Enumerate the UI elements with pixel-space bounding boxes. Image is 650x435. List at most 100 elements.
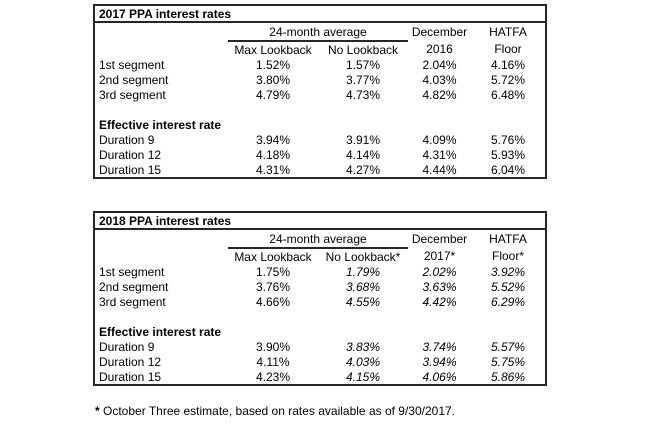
subheader-december-year: 2016 <box>426 42 453 56</box>
row-label: 1st segment <box>99 57 165 72</box>
footnote: * October Three estimate, based on rates… <box>95 404 455 418</box>
rate-value: 4.42% <box>422 294 457 309</box>
rate-value: 5.57% <box>490 339 526 354</box>
rate-value: 3.63% <box>422 279 457 294</box>
rate-value: 1.52% <box>255 57 291 72</box>
rate-value: 4.16% <box>490 57 526 72</box>
rate-value: 4.44% <box>422 162 457 177</box>
column-header-hatfa: HATFA <box>489 232 527 246</box>
rate-value: 4.31% <box>422 147 457 162</box>
rate-value: 1.57% <box>345 57 381 72</box>
rate-value: 4.31% <box>255 162 291 177</box>
rate-value: 6.29% <box>490 294 526 309</box>
rate-value: 3.74% <box>422 339 457 354</box>
column-header-december: December <box>411 25 468 39</box>
rate-value: 4.73% <box>345 87 381 102</box>
rate-value: 4.18% <box>255 147 291 162</box>
footnote-marker: * <box>95 404 100 418</box>
table-row: 2nd segment 3.76% 3.68% 3.63% 5.52% <box>94 279 546 294</box>
table-row: Duration 15 4.31% 4.27% 4.44% 6.04% <box>94 162 546 178</box>
rate-value: 2.04% <box>422 57 457 72</box>
column-header-hatfa: HATFA <box>489 25 527 39</box>
row-label: 3rd segment <box>99 87 166 102</box>
table-row: 1st segment 1.52% 1.57% 2.04% 4.16% <box>94 57 546 72</box>
rate-value: 4.03% <box>422 72 457 87</box>
rate-value: 6.48% <box>490 87 526 102</box>
empty-cell <box>94 102 546 117</box>
table-row: Duration 9 3.94% 3.91% 4.09% 5.76% <box>94 132 546 147</box>
empty-cell <box>94 248 228 264</box>
row-label: Duration 15 <box>99 162 162 177</box>
row-label: Duration 9 <box>99 339 155 354</box>
row-label: Duration 12 <box>99 354 162 369</box>
rate-value: 4.14% <box>345 147 381 162</box>
empty-cell <box>94 309 546 324</box>
rate-value: 3.68% <box>345 279 381 294</box>
table-row: Duration 12 4.18% 4.14% 4.31% 5.93% <box>94 147 546 162</box>
row-label: 2nd segment <box>99 279 169 294</box>
subheader-hatfa-floor: Floor <box>494 42 522 56</box>
rate-value: 3.90% <box>255 339 291 354</box>
row-label: Duration 15 <box>99 369 162 384</box>
rate-value: 1.75% <box>255 264 291 279</box>
subheader-max-lookback: Max Lookback <box>234 249 312 264</box>
table-row: 3rd segment 4.79% 4.73% 4.82% 6.48% <box>94 87 546 102</box>
group-header-row: 24-month average December HATFA <box>94 22 546 42</box>
rate-value: 4.55% <box>345 294 381 309</box>
rate-value: 4.11% <box>256 354 290 369</box>
rate-value: 5.86% <box>490 369 526 384</box>
rate-value: 1.79% <box>345 264 381 279</box>
spacer-row <box>94 102 546 117</box>
section-header: Effective interest rate <box>99 117 222 132</box>
subheader-no-lookback: No Lookback <box>327 42 399 57</box>
table-row: Duration 12 4.11% 4.03% 3.94% 5.75% <box>94 354 546 369</box>
rate-value: 3.91% <box>345 132 381 147</box>
subheader-row: Max Lookback No Lookback 2016 Floor <box>94 41 546 57</box>
rate-value: 5.75% <box>490 354 526 369</box>
table-row: 3rd segment 4.66% 4.55% 4.42% 6.29% <box>94 294 546 309</box>
row-label: 2nd segment <box>99 72 169 87</box>
rate-value: 3.80% <box>255 72 291 87</box>
empty-cell <box>94 229 228 248</box>
table-row: Duration 15 4.23% 4.15% 4.06% 5.86% <box>94 369 546 385</box>
subheader-no-lookback: No Lookback* <box>325 249 401 264</box>
column-header-december: December <box>411 232 468 246</box>
rate-value: 3.83% <box>345 339 381 354</box>
rate-value: 3.77% <box>345 72 381 87</box>
rate-value: 4.82% <box>422 87 457 102</box>
group-header-24-month-average: 24-month average <box>228 229 408 249</box>
row-label: 1st segment <box>99 264 165 279</box>
rate-value: 3.94% <box>255 132 291 147</box>
footnote-text: October Three estimate, based on rates a… <box>103 404 456 418</box>
table-title: 2017 PPA interest rates <box>94 5 546 23</box>
rate-value: 4.09% <box>422 132 457 147</box>
rate-value: 2.02% <box>422 264 457 279</box>
table-title-row: 2017 PPA interest rates <box>94 5 546 23</box>
rate-value: 4.27% <box>345 162 381 177</box>
rate-value: 4.15% <box>345 369 381 384</box>
subheader-max-lookback: Max Lookback <box>234 42 312 57</box>
subheader-december-year: 2017* <box>423 249 456 263</box>
section-header-row: Effective interest rate <box>94 324 546 339</box>
row-label: Duration 12 <box>99 147 162 162</box>
row-label: Duration 9 <box>99 132 155 147</box>
rate-value: 4.79% <box>255 87 291 102</box>
empty-cell <box>94 41 228 57</box>
rate-value: 5.93% <box>490 147 526 162</box>
rate-value: 3.92% <box>490 264 526 279</box>
rate-value: 3.76% <box>255 279 291 294</box>
table-row: 1st segment 1.75% 1.79% 2.02% 3.92% <box>94 264 546 279</box>
rate-value: 3.94% <box>422 354 457 369</box>
group-header-24-month-average: 24-month average <box>228 22 408 42</box>
rate-value: 5.76% <box>490 132 526 147</box>
subheader-row: Max Lookback No Lookback* 2017* Floor* <box>94 248 546 264</box>
ppa-2017-table: 2017 PPA interest rates 24-month average… <box>93 4 547 179</box>
section-header-row: Effective interest rate <box>94 117 546 132</box>
subheader-hatfa-floor: Floor* <box>491 249 524 263</box>
table-title-row: 2018 PPA interest rates <box>94 212 546 230</box>
ppa-2018-table: 2018 PPA interest rates 24-month average… <box>93 211 547 386</box>
group-header-row: 24-month average December HATFA <box>94 229 546 249</box>
rate-value: 5.72% <box>490 72 526 87</box>
rate-value: 4.06% <box>422 369 457 384</box>
empty-cell <box>94 22 228 41</box>
